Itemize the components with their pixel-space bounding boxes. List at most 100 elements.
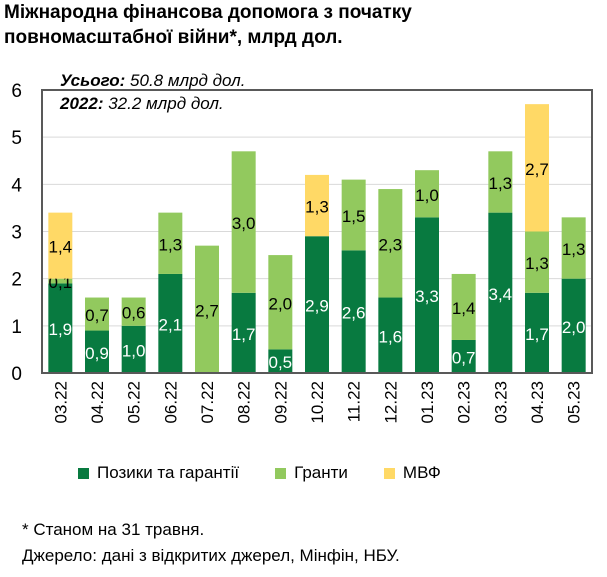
data-label: 1,4 [452, 299, 476, 318]
x-tick-label: 01.23 [418, 381, 437, 424]
legend-item: Гранти [275, 463, 348, 483]
bar-segment [415, 217, 439, 373]
data-label: 1,3 [525, 254, 549, 273]
x-tick-label: 03.22 [51, 381, 70, 424]
data-label: 0,5 [269, 353, 293, 372]
x-tick-label: 06.22 [161, 381, 180, 424]
bar-segment [231, 292, 256, 373]
data-label: 2,3 [379, 235, 403, 254]
bar-segment [451, 339, 476, 373]
bar-segment [158, 212, 183, 274]
data-label: 2,1 [159, 315, 183, 334]
data-label: 1,3 [489, 174, 513, 193]
bar-segment [268, 255, 293, 350]
data-label: 3,3 [415, 287, 439, 306]
bar-segment [195, 245, 219, 373]
legend-swatch [78, 467, 89, 479]
data-label: 1,0 [122, 341, 146, 360]
y-tick-label: 5 [11, 128, 22, 149]
data-label: 1,3 [305, 198, 329, 217]
bar-segment [525, 104, 549, 232]
y-tick-label: 0 [11, 364, 22, 385]
data-label: 2,9 [305, 297, 329, 316]
legend-swatch [275, 467, 287, 479]
bar-segment [85, 297, 109, 331]
legend-item: Позики та гарантії [78, 463, 239, 483]
x-tick-label: 03.23 [491, 381, 510, 424]
bar-segment [121, 297, 146, 326]
bar-segment [378, 189, 403, 298]
source: Джерело: дані з відкритих джерел, Мінфін… [22, 546, 400, 565]
x-tick-label: 08.22 [235, 381, 254, 424]
data-label: 0,7 [85, 306, 109, 325]
data-label: 1,5 [342, 207, 366, 226]
year-label: 2022: [60, 94, 104, 113]
bar-segment [341, 179, 366, 251]
footnote: * Станом на 31 травня. [22, 520, 205, 539]
totals-annotation: Усього: 50.8 млрд дол. 2022: 32.2 млрд д… [60, 69, 245, 115]
bar-segment [48, 212, 73, 279]
x-tick-label: 12.22 [381, 381, 400, 424]
bar-segment [451, 273, 476, 340]
bar-segment [561, 217, 586, 279]
x-tick-label: 11.22 [345, 381, 364, 422]
bar-segment [305, 174, 329, 237]
x-tick-label: 04.22 [88, 381, 107, 424]
x-tick-label: 02.23 [455, 381, 474, 424]
data-label: 1,7 [232, 325, 256, 344]
data-label: 0,9 [85, 344, 109, 363]
total-value: 50.8 млрд дол. [130, 71, 246, 90]
data-label: 2,6 [342, 304, 366, 323]
bar-segment [415, 170, 439, 218]
x-tick-label: 05.23 [565, 381, 584, 424]
y-tick-label: 6 [11, 81, 22, 102]
data-label: 0,7 [452, 348, 476, 367]
bar-segment [48, 283, 73, 373]
bar-segment [488, 151, 513, 213]
data-label: 2,0 [269, 294, 293, 313]
bar-segment [268, 349, 293, 373]
x-tick-label: 04.23 [528, 381, 547, 424]
title-line-1: Міжнародна фінансова допомога з початку [4, 2, 412, 23]
data-label: 3,4 [489, 285, 513, 304]
data-label: 1,0 [415, 186, 439, 205]
title-line-2: повномасштабної війни*, млрд дол. [4, 27, 343, 48]
legend: Позики та гарантії Гранти МВФ [78, 463, 477, 483]
bar-segment [341, 250, 366, 373]
data-label: 1,3 [562, 240, 586, 259]
data-label: 2,7 [195, 301, 219, 320]
legend-swatch [383, 467, 395, 479]
x-tick-label: 05.22 [125, 381, 144, 424]
chart-title: Міжнародна фінансова допомога з початку … [4, 0, 412, 50]
data-label: 0,6 [122, 304, 146, 323]
x-tick-label: 09.22 [271, 381, 290, 424]
x-tick-label: 07.22 [198, 381, 217, 424]
y-tick-label: 1 [11, 317, 22, 338]
data-label: 1,7 [525, 325, 549, 344]
bar-segment [488, 212, 513, 373]
bar-segment [305, 236, 329, 373]
legend-label: МВФ [402, 463, 441, 482]
bar-segment [525, 231, 549, 293]
bar-segment [85, 330, 109, 373]
bar-segment [561, 278, 586, 373]
bar-segment [48, 278, 73, 284]
year-value: 32.2 млрд дол. [108, 94, 224, 113]
bar-chart: 01234561,90,11,403.220,90,704.221,00,605… [11, 81, 593, 424]
data-label: 2,0 [562, 318, 586, 337]
data-label: 1,3 [159, 235, 183, 254]
data-label: 2,7 [525, 160, 549, 179]
data-label: 1,9 [49, 320, 73, 339]
x-tick-label: 10.22 [308, 381, 327, 424]
bar-segment [525, 292, 549, 373]
bar-segment [158, 273, 183, 373]
data-label: 1,4 [49, 238, 73, 257]
bar-segment [231, 151, 256, 293]
legend-label: Позики та гарантії [97, 463, 240, 482]
y-tick-label: 3 [11, 223, 22, 244]
bar-segment [121, 325, 146, 373]
legend-item: МВФ [383, 463, 441, 483]
total-label: Усього: [60, 71, 126, 90]
y-tick-label: 4 [11, 175, 22, 196]
